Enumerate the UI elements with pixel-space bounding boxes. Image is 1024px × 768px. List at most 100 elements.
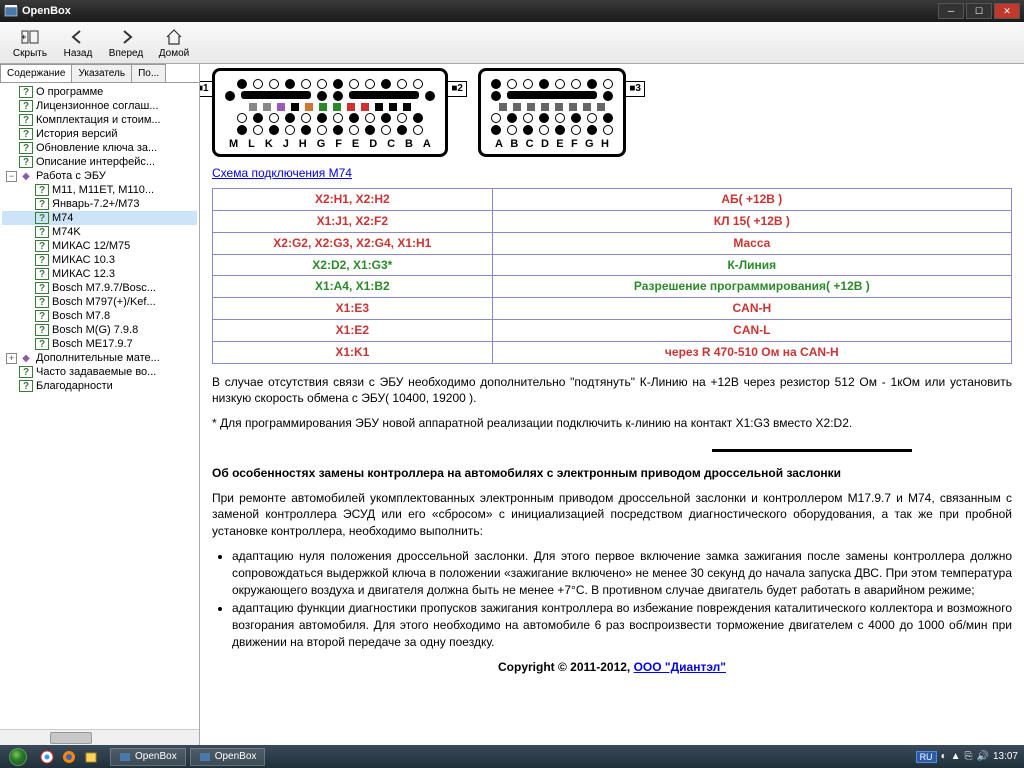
help-icon: ? xyxy=(19,86,33,98)
hide-icon xyxy=(20,27,40,47)
link-company[interactable]: ООО "Диантэл" xyxy=(634,660,726,674)
quicklaunch-2[interactable] xyxy=(60,748,78,766)
sidebar-hscrollbar[interactable] xyxy=(0,729,199,745)
tree-item-mikas123[interactable]: ?МИКАС 12.3 xyxy=(2,267,197,281)
link-scheme[interactable]: Схема подключения M74 xyxy=(212,166,352,180)
bullet-1: адаптацию нуля положения дроссельной зас… xyxy=(232,548,1012,598)
forward-label: Вперед xyxy=(109,48,143,59)
help-icon: ? xyxy=(35,212,49,224)
back-button[interactable]: Назад xyxy=(54,27,102,59)
heading-replace: Об особенностях замены контроллера на ав… xyxy=(212,465,1012,482)
help-icon: ? xyxy=(35,282,49,294)
sidebar: Содержание Указатель По... ?О программе … xyxy=(0,64,200,745)
copyright: Copyright © 2011-2012, ООО "Диантэл" xyxy=(212,659,1012,676)
tree-item-boschme[interactable]: ?Bosch ME17.9.7 xyxy=(2,337,197,351)
help-icon: ? xyxy=(19,380,33,392)
tree-item-m74k[interactable]: ?M74K xyxy=(2,225,197,239)
help-icon: ? xyxy=(19,128,33,140)
home-icon xyxy=(164,27,184,47)
help-icon: ? xyxy=(35,184,49,196)
tree-item-bosch797[interactable]: ?Bosch M7.9.7/Bosc... xyxy=(2,281,197,295)
connector-diagram: ■1 ■2 MLKJHGFEDCBA ■3 ABCDEFGH xyxy=(212,68,1012,157)
help-icon: ? xyxy=(19,114,33,126)
help-icon: ? xyxy=(35,338,49,350)
task-app-2[interactable]: OpenBox xyxy=(190,748,266,766)
content-pane[interactable]: ■1 ■2 MLKJHGFEDCBA ■3 ABCDEFGH Схема под… xyxy=(200,64,1024,745)
forward-button[interactable]: Вперед xyxy=(102,27,150,59)
help-icon: ? xyxy=(19,100,33,112)
tree-item-faq[interactable]: ?Часто задаваемые во... xyxy=(2,365,197,379)
expand-icon[interactable]: + xyxy=(6,353,17,364)
book-icon: ◆ xyxy=(19,170,33,182)
windows-orb-icon xyxy=(9,748,27,766)
start-button[interactable] xyxy=(0,745,36,768)
tree-item-boschmg[interactable]: ?Bosch M(G) 7.9.8 xyxy=(2,323,197,337)
tree-item-bosch78[interactable]: ?Bosch M7.8 xyxy=(2,309,197,323)
tree-item-license[interactable]: ?Лицензионное соглаш... xyxy=(2,99,197,113)
help-icon: ? xyxy=(35,254,49,266)
tree-item-bundle[interactable]: ?Комплектация и стоим... xyxy=(2,113,197,127)
tab-index[interactable]: Указатель xyxy=(71,64,132,82)
quicklaunch-1[interactable] xyxy=(38,748,56,766)
tab-content[interactable]: Содержание xyxy=(0,64,72,82)
badge-1: ■1 xyxy=(200,81,213,97)
back-icon xyxy=(68,27,88,47)
tray-network-icon[interactable]: ⎘ xyxy=(965,751,973,762)
tray-icon[interactable]: ▲ xyxy=(951,751,961,762)
tree-item-m74[interactable]: ?M74 xyxy=(2,211,197,225)
language-indicator[interactable]: RU xyxy=(916,751,937,763)
hide-button[interactable]: Скрыть xyxy=(6,27,54,59)
collapse-icon[interactable]: − xyxy=(6,171,17,182)
tree-item-mikas12[interactable]: ?МИКАС 12/M75 xyxy=(2,239,197,253)
hide-label: Скрыть xyxy=(13,48,47,59)
help-icon: ? xyxy=(35,226,49,238)
tree-view[interactable]: ?О программе ?Лицензионное соглаш... ?Ко… xyxy=(0,83,199,729)
tray-volume-icon[interactable]: 🔊 xyxy=(977,751,989,762)
help-icon: ? xyxy=(35,268,49,280)
bullet-2: адаптацию функции диагностики пропусков … xyxy=(232,600,1012,650)
window-controls: ─ ☐ ✕ xyxy=(938,3,1020,19)
title-bar: OpenBox ─ ☐ ✕ xyxy=(0,0,1024,22)
tree-item-jan[interactable]: ?Январь-7.2+/M73 xyxy=(2,197,197,211)
close-button[interactable]: ✕ xyxy=(994,3,1020,19)
help-icon: ? xyxy=(19,142,33,154)
home-label: Домой xyxy=(159,48,189,59)
badge-2: ■2 xyxy=(447,81,467,97)
tree-item-m11[interactable]: ?M11, M11ET, M110... xyxy=(2,183,197,197)
tree-item-iface[interactable]: ?Описание интерфейс... xyxy=(2,155,197,169)
tray-icon[interactable]: ◐ xyxy=(941,751,947,762)
minimize-button[interactable]: ─ xyxy=(938,3,964,19)
clock[interactable]: 13:07 xyxy=(993,751,1018,762)
back-label: Назад xyxy=(64,48,93,59)
help-icon: ? xyxy=(19,156,33,168)
para-3: При ремонте автомобилей укомплектованных… xyxy=(212,490,1012,540)
underline-mark xyxy=(712,449,912,452)
app-icon xyxy=(4,4,18,18)
tree-item-ecu[interactable]: −◆Работа с ЭБУ xyxy=(2,169,197,183)
maximize-button[interactable]: ☐ xyxy=(966,3,992,19)
pin-table: X2:H1, X2:H2АБ( +12В )X1:J1, X2:F2КЛ 15(… xyxy=(212,188,1012,363)
help-icon: ? xyxy=(19,366,33,378)
tab-search[interactable]: По... xyxy=(131,64,166,82)
taskbar: OpenBox OpenBox RU ◐ ▲ ⎘ 🔊 13:07 xyxy=(0,745,1024,768)
badge-3: ■3 xyxy=(625,81,645,97)
connector-left: ■1 ■2 MLKJHGFEDCBA xyxy=(212,68,448,157)
forward-icon xyxy=(116,27,136,47)
tree-item-addmat[interactable]: +◆Дополнительные мате... xyxy=(2,351,197,365)
task-app-1[interactable]: OpenBox xyxy=(110,748,186,766)
help-icon: ? xyxy=(35,324,49,336)
sidebar-tabs: Содержание Указатель По... xyxy=(0,64,199,83)
tree-item-about[interactable]: ?О программе xyxy=(2,85,197,99)
para-2: * Для программирования ЭБУ новой аппарат… xyxy=(212,415,1012,432)
book-icon: ◆ xyxy=(19,352,33,364)
bullet-list: адаптацию нуля положения дроссельной зас… xyxy=(232,548,1012,651)
connector-right: ■3 ABCDEFGH xyxy=(478,68,626,157)
tree-item-thanks[interactable]: ?Благодарности xyxy=(2,379,197,393)
home-button[interactable]: Домой xyxy=(150,27,198,59)
tree-item-keyupd[interactable]: ?Обновление ключа за... xyxy=(2,141,197,155)
tree-item-bosch797k[interactable]: ?Bosch M797(+)/Kef... xyxy=(2,295,197,309)
tree-item-mikas103[interactable]: ?МИКАС 10.3 xyxy=(2,253,197,267)
tree-item-history[interactable]: ?История версий xyxy=(2,127,197,141)
help-icon: ? xyxy=(35,240,49,252)
quicklaunch-3[interactable] xyxy=(82,748,100,766)
